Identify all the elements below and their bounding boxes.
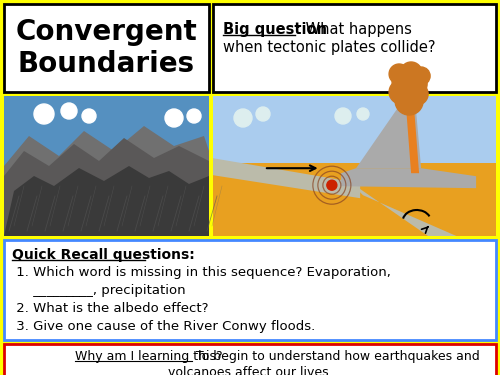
Circle shape [403, 72, 427, 96]
Polygon shape [4, 166, 209, 236]
Circle shape [389, 80, 413, 104]
Text: Why am I learning this?: Why am I learning this? [75, 350, 223, 363]
Circle shape [234, 109, 252, 127]
Circle shape [327, 180, 337, 190]
Circle shape [395, 87, 423, 115]
Bar [4, 344, 496, 375]
Bar [4, 4, 209, 92]
Polygon shape [349, 181, 457, 236]
Bar [4, 240, 496, 340]
Polygon shape [406, 108, 419, 173]
Text: 3. Give one cause of the River Conwy floods.: 3. Give one cause of the River Conwy flo… [12, 320, 316, 333]
Text: Big question: Big question [223, 22, 327, 37]
Circle shape [187, 109, 201, 123]
Text: _________, precipitation: _________, precipitation [12, 284, 186, 297]
Polygon shape [4, 138, 209, 236]
Text: Quick Recall questions:: Quick Recall questions: [12, 248, 195, 262]
Polygon shape [213, 158, 360, 198]
Bar [213, 177, 354, 213]
Circle shape [400, 62, 422, 84]
Text: To begin to understand how earthquakes and: To begin to understand how earthquakes a… [192, 350, 480, 363]
Text: : What happens: : What happens [296, 22, 412, 37]
Polygon shape [356, 106, 421, 168]
Bar [4, 96, 209, 236]
Text: Convergent
Boundaries: Convergent Boundaries [16, 18, 198, 78]
Circle shape [392, 69, 418, 95]
Bar [213, 163, 496, 236]
Text: volcanoes affect our lives.: volcanoes affect our lives. [168, 366, 332, 375]
Circle shape [61, 103, 77, 119]
Circle shape [389, 64, 409, 84]
Circle shape [165, 109, 183, 127]
Circle shape [82, 109, 96, 123]
Circle shape [256, 107, 270, 121]
Circle shape [34, 104, 54, 124]
Text: 1. Which word is missing in this sequence? Evaporation,: 1. Which word is missing in this sequenc… [12, 266, 391, 279]
Text: 2. What is the albedo effect?: 2. What is the albedo effect? [12, 302, 208, 315]
Polygon shape [341, 168, 476, 188]
Circle shape [406, 83, 428, 105]
Text: when tectonic plates collide?: when tectonic plates collide? [223, 40, 436, 55]
Circle shape [412, 67, 430, 85]
Circle shape [357, 108, 369, 120]
Circle shape [335, 108, 351, 124]
Polygon shape [4, 126, 209, 236]
Bar [213, 4, 496, 92]
Bar [213, 96, 496, 236]
